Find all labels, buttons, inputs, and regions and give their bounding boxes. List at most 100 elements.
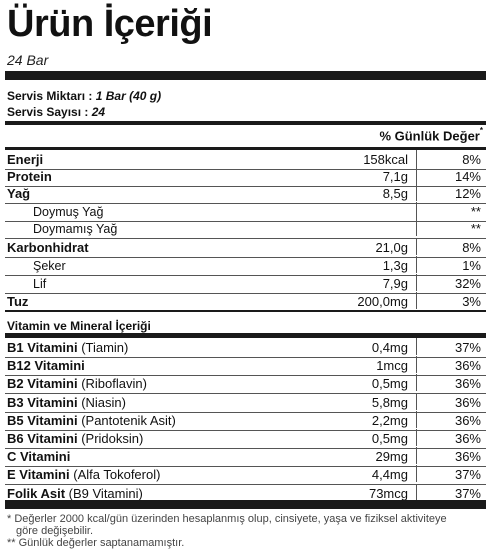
vitamin-row: E Vitamini (Alfa Tokoferol) 4,4mg 37% [5, 465, 486, 483]
nutrient-daily-value: 12% [454, 186, 481, 201]
row-divider [5, 429, 486, 431]
row-divider [5, 357, 486, 358]
vitamin-title: B5 Vitamini [7, 412, 78, 428]
daily-value-header: % Günlük Değer* [379, 126, 483, 144]
vitamin-daily-value: 36% [454, 412, 481, 428]
nutrient-row: Tuz 200,0mg 3% [5, 292, 486, 310]
column-divider [416, 202, 417, 219]
vitamin-daily-value: 37% [454, 467, 481, 483]
vitamin-title: B6 Vitamini [7, 431, 78, 446]
nutrient-daily-value: 8% [462, 240, 481, 255]
vitamin-title: E Vitamini [7, 467, 70, 483]
nutrient-name: Şeker [33, 259, 66, 273]
column-divider [416, 167, 417, 184]
nutrient-daily-value: 32% [454, 276, 481, 291]
nutrient-row: Lif 7,9g 32% [5, 274, 486, 292]
row-divider [5, 221, 486, 222]
nutrient-daily-value: 3% [462, 294, 481, 309]
nutrient-row: Doymamış Yağ ** [5, 219, 486, 237]
vitamin-daily-value: 36% [454, 376, 481, 392]
vitamin-amount: 0,4mg [371, 340, 408, 355]
vitamin-detail: (Pantotenik Asit) [81, 412, 176, 428]
vitamin-amount: 73mcg [368, 485, 408, 501]
footnote-2: göre değişebilir. [16, 525, 94, 537]
vitamin-name: E Vitamini (Alfa Tokoferol) [7, 467, 160, 483]
vitamin-amount: 29mg [375, 449, 408, 465]
daily-value-mark: * [479, 126, 483, 135]
nutrient-end-rule [5, 310, 486, 312]
vitamin-row: B5 Vitamini (Pantotenik Asit) 2,2mg 36% [5, 410, 486, 429]
vitamin-detail: (Riboflavin) [81, 376, 147, 392]
row-divider [5, 393, 486, 395]
vitamin-name: Folik Asit (B9 Vitamini) [7, 486, 143, 502]
vitamin-section-title: Vitamin ve Mineral İçeriği [7, 319, 151, 333]
nutrient-row: Doymuş Yağ ** [5, 202, 486, 220]
vitamin-daily-value: 36% [454, 449, 481, 465]
row-divider [5, 293, 486, 294]
vitamin-row: B2 Vitamini (Riboflavin) 0,5mg 36% [5, 374, 486, 392]
column-divider [416, 392, 417, 410]
column-divider [416, 274, 417, 291]
vitamin-amount: 0,5mg [371, 376, 408, 392]
nutrient-row: Karbonhidrat 21,0g 8% [5, 238, 486, 256]
column-divider [416, 150, 417, 167]
nutrient-name: Yağ [7, 186, 31, 201]
column-divider [416, 429, 417, 446]
vitamin-detail: (Alfa Tokoferol) [73, 467, 161, 483]
vitamin-detail: (Niasin) [81, 394, 126, 410]
row-divider [5, 448, 486, 449]
row-divider [5, 466, 486, 468]
nutrient-daily-value: 1% [462, 258, 481, 273]
serving-size-value: 1 Bar (40 g) [95, 89, 162, 103]
row-divider [5, 375, 486, 377]
row-divider [5, 169, 486, 170]
page-title: Ürün İçeriği [7, 3, 213, 45]
vitamin-daily-value: 37% [454, 340, 481, 355]
vitamin-daily-value: 36% [454, 394, 481, 410]
row-divider [5, 257, 486, 258]
nutrient-row: Protein 7,1g 14% [5, 167, 486, 185]
nutrient-amount: 1,3g [382, 258, 408, 273]
bottom-thick-rule [5, 500, 486, 509]
nutrient-amount: 7,1g [382, 169, 408, 184]
column-divider [416, 184, 417, 201]
row-divider [5, 238, 486, 239]
nutrient-name: Karbonhidrat [7, 240, 89, 255]
nutrient-daily-value: 8% [462, 152, 481, 167]
row-divider [5, 186, 486, 187]
vitamin-daily-value: 36% [454, 358, 481, 374]
vitamin-name: B5 Vitamini (Pantotenik Asit) [7, 413, 176, 429]
vitamin-title: B2 Vitamini [7, 376, 78, 392]
vitamin-row: B6 Vitamini (Pridoksin) 0,5mg 36% [5, 429, 486, 447]
column-divider [416, 256, 417, 273]
row-divider [5, 484, 486, 486]
vitamin-daily-value: 37% [454, 485, 481, 501]
nutrient-amount: 8,5g [382, 186, 408, 201]
nutrient-row: Şeker 1,3g 1% [5, 256, 486, 274]
serving-size: Servis Miktarı : 1 Bar (40 g) [7, 89, 161, 103]
vitamin-detail: (B9 Vitamini) [68, 485, 143, 501]
nutrient-amount: 200,0mg [357, 294, 408, 309]
vitamin-row: B3 Vitamini (Niasin) 5,8mg 36% [5, 392, 486, 411]
column-divider [416, 292, 417, 309]
vitamin-name: B12 Vitamini [7, 358, 85, 374]
vitamin-detail: (Pridoksin) [81, 431, 144, 446]
serving-count-value: 24 [91, 105, 106, 119]
serving-count-label: Servis Sayısı : [7, 105, 89, 119]
footnote-3: ** Günlük değerler saptanamamıştır. [7, 537, 185, 549]
nutrient-amount: 21,0g [375, 240, 408, 255]
vitamin-title: Folik Asit [7, 485, 66, 501]
vitamin-header-rule [5, 333, 486, 338]
nutrient-name: Enerji [7, 152, 44, 167]
column-divider [416, 410, 417, 428]
nutrient-daily-value: ** [470, 221, 481, 236]
daily-value-label: % Günlük Değer [379, 128, 480, 144]
vitamin-row: B1 Vitamini (Tiamin) 0,4mg 37% [5, 338, 486, 356]
nutrient-name: Protein [7, 169, 52, 184]
vitamin-name: B2 Vitamini (Riboflavin) [7, 376, 147, 392]
column-divider [416, 219, 417, 236]
vitamin-row: C Vitamini 29mg 36% [5, 447, 486, 465]
serving-size-label: Servis Miktarı : [7, 89, 93, 103]
vitamin-name: B6 Vitamini (Pridoksin) [7, 431, 143, 447]
row-divider [5, 411, 486, 413]
